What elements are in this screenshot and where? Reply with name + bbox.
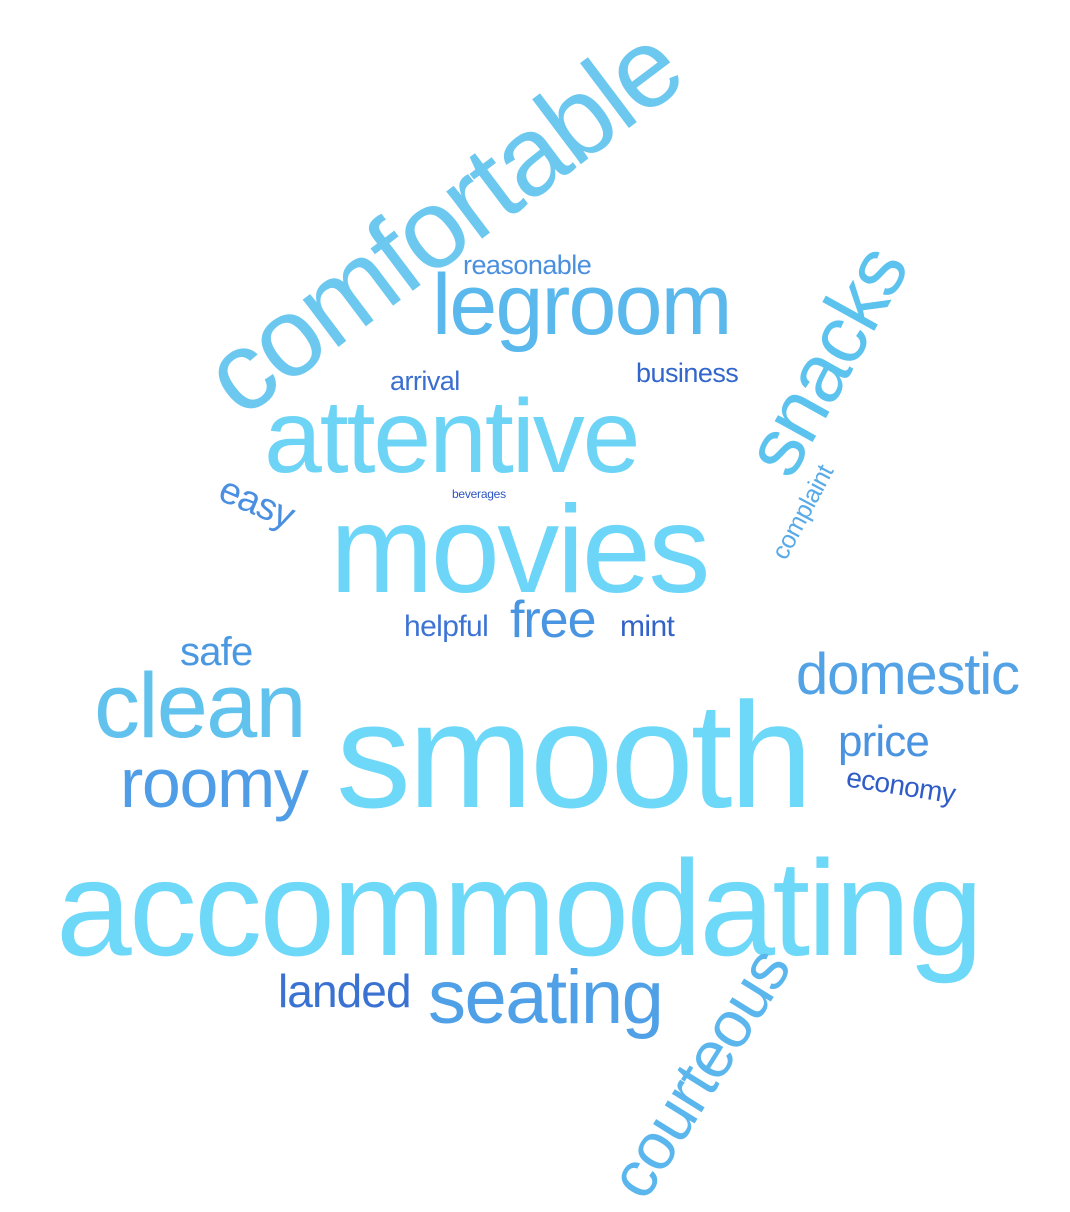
word-seating: seating: [428, 955, 664, 1040]
word-economy: economy: [844, 761, 958, 810]
word-legroom: legroom: [432, 257, 732, 353]
word-smooth: smooth: [336, 671, 813, 839]
word-attentive: attentive: [264, 379, 641, 495]
word-safe: safe: [180, 630, 253, 674]
word-arrival: arrival: [390, 366, 460, 396]
word-domestic: domestic: [796, 642, 1020, 707]
word-price: price: [838, 717, 930, 766]
word-reasonable: reasonable: [463, 250, 592, 280]
word-free: free: [510, 591, 596, 649]
word-roomy: roomy: [120, 744, 309, 822]
word-beverages: beverages: [452, 487, 506, 501]
word-movies: movies: [330, 481, 710, 619]
word-helpful: helpful: [404, 610, 489, 643]
word-mint: mint: [620, 610, 675, 643]
word-snacks: snacks: [726, 231, 926, 491]
word-clean: clean: [94, 655, 307, 757]
word-landed: landed: [278, 965, 412, 1017]
word-accommodating: accommodating: [56, 832, 983, 984]
word-business: business: [636, 358, 739, 388]
